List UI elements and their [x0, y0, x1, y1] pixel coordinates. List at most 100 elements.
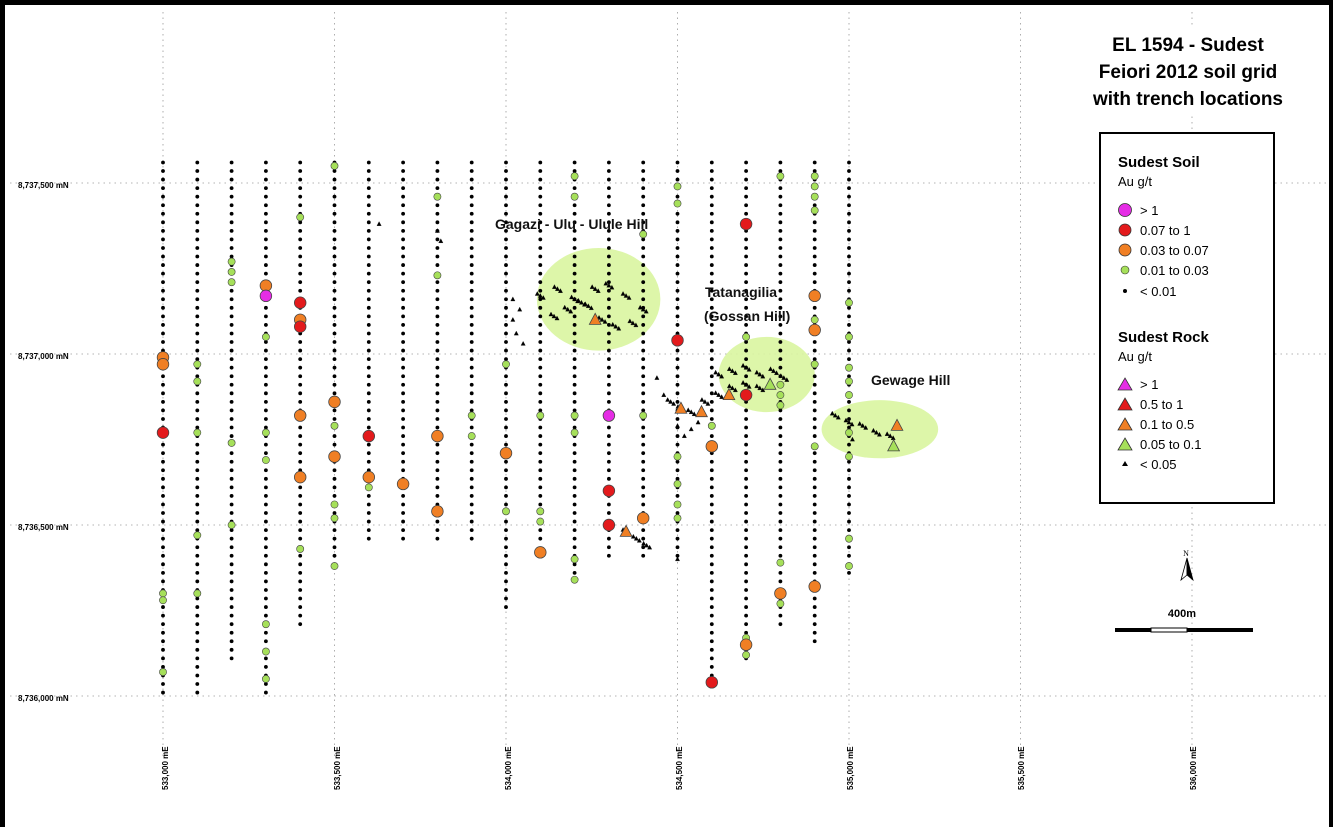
soil-sample-dot — [161, 297, 165, 302]
soil-sample-dot — [469, 399, 474, 404]
soil-sample-dot — [195, 399, 200, 404]
soil-anomaly — [330, 500, 339, 509]
soil-sample-dot — [161, 194, 165, 199]
soil-sample-dot — [847, 374, 851, 379]
soil-sample-dot — [435, 220, 440, 225]
soil-sample-dot — [229, 596, 234, 601]
soil-sample-dot — [744, 528, 748, 533]
soil-sample-dot — [469, 177, 474, 182]
soil-sample-dot — [435, 476, 440, 481]
soil-sample-dot — [332, 177, 337, 182]
soil-sample-dot — [709, 553, 714, 558]
soil-sample-dot — [435, 169, 440, 173]
soil-sample-dot — [778, 528, 783, 533]
soil-sample-dot — [572, 228, 577, 233]
northing-label: 8,737,000 mN — [18, 352, 69, 361]
rock-sample-small — [771, 368, 776, 373]
soil-sample-dot — [229, 639, 234, 644]
soil-sample-dot — [675, 374, 680, 379]
soil-sample-dot — [435, 408, 440, 413]
soil-sample-dot — [229, 434, 234, 438]
soil-sample-dot — [572, 169, 577, 173]
rock-sample-small — [616, 325, 622, 331]
soil-sample-dot — [504, 494, 508, 498]
soil-sample-dot — [675, 399, 680, 404]
title-background — [1060, 25, 1320, 115]
soil-sample-dot — [538, 177, 543, 182]
soil-sample-dot — [195, 203, 200, 208]
soil-anomaly — [810, 182, 819, 191]
soil-sample-dot — [709, 323, 714, 327]
soil-sample-dot — [195, 323, 200, 327]
soil-sample-dot — [264, 194, 268, 199]
soil-sample-dot — [469, 476, 474, 481]
soil-sample-dot — [538, 220, 543, 225]
soil-sample-dot — [778, 459, 783, 464]
soil-sample-dot — [641, 425, 646, 430]
soil-sample-dot — [675, 391, 680, 396]
soil-sample-dot — [366, 331, 371, 336]
soil-anomaly — [261, 332, 270, 341]
soil-sample-dot — [572, 451, 577, 456]
soil-sample-dot — [607, 545, 611, 550]
soil-sample-dot — [847, 288, 851, 293]
soil-sample-dot — [675, 476, 680, 481]
soil-sample-dot — [229, 545, 234, 550]
soil-anomaly — [810, 442, 819, 451]
soil-sample-dot — [709, 665, 714, 669]
legend-rock-item: 0.05 to 0.1 — [1140, 437, 1201, 452]
soil-sample-dot — [607, 365, 611, 370]
soil-sample-dot — [812, 639, 817, 644]
soil-sample-dot — [709, 494, 714, 498]
soil-anomaly — [261, 620, 270, 629]
soil-sample-dot — [195, 562, 200, 567]
soil-sample-dot — [229, 348, 234, 353]
soil-sample-dot — [744, 519, 748, 524]
soil-sample-dot — [812, 237, 817, 242]
soil-sample-dot — [675, 417, 680, 421]
soil-sample-dot — [641, 263, 646, 267]
soil-sample-dot — [332, 305, 337, 310]
soil-sample-dot — [641, 194, 646, 199]
soil-sample-dot — [264, 237, 268, 242]
soil-sample-dot — [298, 348, 303, 353]
soil-sample-dot — [161, 177, 165, 182]
soil-sample-dot — [538, 459, 543, 464]
soil-sample-dot — [847, 348, 851, 353]
soil-sample-dot — [264, 348, 268, 353]
soil-sample-dot — [572, 254, 577, 259]
soil-sample-dot — [469, 502, 474, 507]
soil-sample-dot — [229, 177, 234, 182]
soil-sample-dot — [504, 331, 508, 336]
rock-sample-small — [636, 537, 642, 543]
soil-sample-dot — [607, 382, 611, 387]
soil-sample-dot — [229, 502, 234, 507]
soil-sample-dot — [161, 331, 165, 336]
easting-label: 534,000 mE — [504, 746, 513, 790]
soil-sample-dot — [195, 579, 200, 584]
soil-sample-dot — [229, 630, 234, 635]
soil-anomaly — [467, 432, 476, 440]
northing-labels: 8,737,500 mN 8,737,000 mN 8,736,500 mN 8… — [18, 181, 69, 703]
soil-sample-dot — [641, 442, 646, 447]
soil-sample-dot — [641, 288, 646, 293]
legend-soil-item: 0.07 to 1 — [1140, 223, 1191, 238]
soil-sample-dot — [709, 297, 714, 302]
soil-sample-dot — [572, 374, 577, 379]
soil-sample-dot — [812, 399, 817, 404]
soil-sample-dot — [298, 588, 303, 592]
soil-sample-dot — [675, 357, 680, 362]
soil-sample-dot — [572, 382, 577, 387]
soil-sample-dot — [298, 442, 303, 447]
soil-sample-dot — [778, 246, 783, 250]
soil-sample-dot — [847, 203, 851, 208]
rock-sample-small — [846, 419, 852, 425]
soil-sample-dot — [504, 357, 508, 362]
soil-sample-dot — [709, 399, 714, 404]
soil-sample-dot — [709, 263, 714, 267]
soil-sample-dot — [778, 194, 783, 199]
soil-sample-dot — [229, 305, 234, 310]
soil-sample-dot — [744, 305, 748, 310]
rock-sample-small — [732, 370, 738, 375]
soil-sample-dot — [607, 246, 611, 250]
